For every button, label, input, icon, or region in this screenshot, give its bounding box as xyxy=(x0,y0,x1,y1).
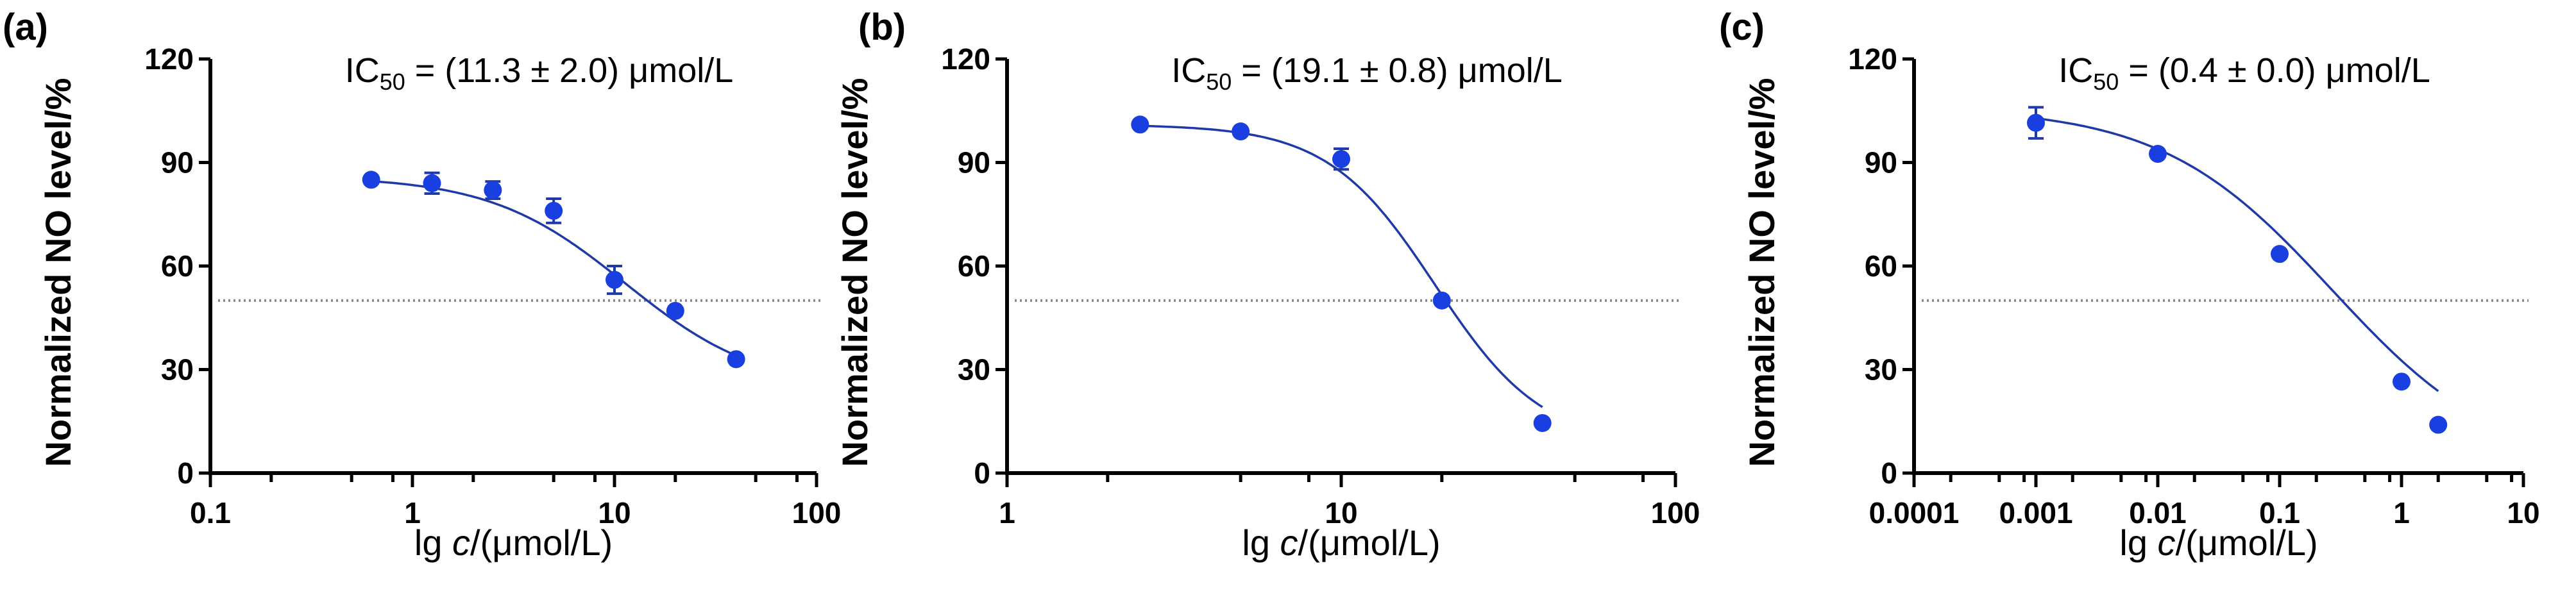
fit-curve xyxy=(1140,124,1543,408)
x-tick-label: 0.1 xyxy=(190,496,231,529)
x-label-post: /(μmol/L) xyxy=(2176,522,2318,563)
x-tick-label: 0.1 xyxy=(2259,496,2300,529)
ic50-subscript: 50 xyxy=(1206,69,1232,95)
data-point xyxy=(1131,115,1149,134)
ic50-value: = (0.4 ± 0.0) μmol/L xyxy=(2119,51,2430,90)
data-point xyxy=(606,271,623,289)
data-point xyxy=(2149,145,2167,163)
data-point xyxy=(484,181,502,199)
x-axis-label: lg c/(μmol/L) xyxy=(1242,522,1440,563)
x-tick-label: 1 xyxy=(404,496,421,529)
x-tick-label: 10 xyxy=(1325,496,1357,529)
x-label-pre: lg xyxy=(1242,522,1280,563)
panel-a: (a) 0 30 60 90 120 0.1 1 10 100 IC50 = (11.3 ± 2.0… xyxy=(3,6,841,563)
y-tick-label: 60 xyxy=(958,249,990,283)
ic50-value: = (19.1 ± 0.8) μmol/L xyxy=(1232,51,1562,90)
y-tick-label: 60 xyxy=(161,249,194,283)
ic50-annotation: IC50 = (0.4 ± 0.0) μmol/L xyxy=(2058,51,2430,95)
ic50-subscript: 50 xyxy=(2093,69,2119,95)
y-tick-label: 90 xyxy=(1865,146,1897,179)
panel-label: (a) xyxy=(3,6,48,48)
panel-label: (b) xyxy=(858,6,906,48)
data-point xyxy=(2393,372,2411,391)
panel-label: (c) xyxy=(1719,6,1765,48)
ic50-prefix: IC xyxy=(345,51,380,90)
y-tick-label: 120 xyxy=(941,42,990,76)
x-tick-label: 10 xyxy=(2507,496,2539,529)
data-point xyxy=(1232,122,1250,141)
x-label-post: /(μmol/L) xyxy=(470,522,613,563)
y-tick-label: 120 xyxy=(144,42,194,76)
x-label-italic: c xyxy=(1280,522,1298,563)
y-axis-label: Normalized NO level/% xyxy=(1741,78,1782,467)
y-tick-label: 30 xyxy=(958,353,990,387)
data-point xyxy=(362,171,380,189)
x-tick-label: 0.001 xyxy=(1999,496,2072,529)
y-tick-label: 30 xyxy=(161,353,194,387)
ic50-value: = (11.3 ± 2.0) μmol/L xyxy=(405,51,733,90)
data-point xyxy=(2027,113,2045,132)
panel-c: (c) 0 30 60 90 120 0.0001 0.001 0.01 0.1 1 10 IC50 =… xyxy=(1719,6,2540,563)
x-label-pre: lg xyxy=(2119,522,2157,563)
x-tick-label: 100 xyxy=(792,496,842,529)
y-tick-label: 90 xyxy=(161,146,194,179)
y-tick-label: 0 xyxy=(1881,456,1897,490)
ic50-prefix: IC xyxy=(1171,51,1206,90)
x-axis-label: lg c/(μmol/L) xyxy=(414,522,613,563)
x-tick-label: 100 xyxy=(1651,496,1700,529)
data-point xyxy=(1432,291,1451,310)
x-axis-label: lg c/(μmol/L) xyxy=(2119,522,2318,563)
y-tick-label: 0 xyxy=(177,456,194,490)
data-point xyxy=(666,301,684,320)
ic50-annotation: IC50 = (11.3 ± 2.0) μmol/L xyxy=(345,51,734,95)
y-axis-label: Normalized NO level/% xyxy=(38,78,78,467)
y-tick-label: 0 xyxy=(974,456,990,490)
x-tick-label: 10 xyxy=(598,496,631,529)
ic50-subscript: 50 xyxy=(380,69,405,95)
y-axis-label: Normalized NO level/% xyxy=(835,78,875,467)
ic50-annotation: IC50 = (19.1 ± 0.8) μmol/L xyxy=(1171,51,1563,95)
x-tick-label: 0.01 xyxy=(2129,496,2187,529)
y-tick-label: 30 xyxy=(1865,353,1897,387)
data-point xyxy=(727,350,745,369)
data-point xyxy=(2429,415,2448,434)
x-label-italic: c xyxy=(452,522,470,563)
x-tick-label: 0.0001 xyxy=(1869,496,1960,529)
x-tick-label: 1 xyxy=(999,496,1015,529)
data-point xyxy=(2271,245,2289,263)
y-tick-label: 60 xyxy=(1865,249,1897,283)
data-point xyxy=(545,201,563,220)
y-tick-label: 90 xyxy=(958,146,990,179)
x-label-post: /(μmol/L) xyxy=(1298,522,1441,563)
data-point xyxy=(423,174,441,192)
fit-curve xyxy=(2035,117,2439,392)
y-tick-label: 120 xyxy=(1848,42,1897,76)
x-label-italic: c xyxy=(2158,522,2176,563)
x-tick-label: 1 xyxy=(2393,496,2410,529)
x-label-pre: lg xyxy=(414,522,452,563)
ic50-prefix: IC xyxy=(2058,51,2093,90)
data-point xyxy=(1332,150,1350,169)
data-point xyxy=(1533,413,1552,432)
